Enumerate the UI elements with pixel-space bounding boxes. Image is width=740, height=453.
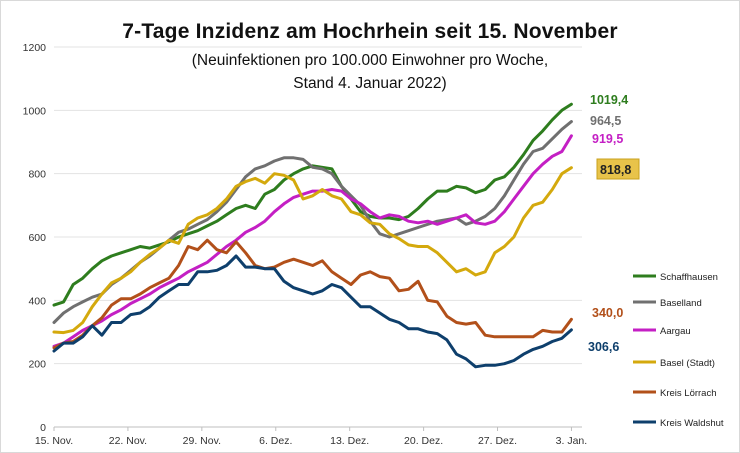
legend-entry: Kreis Waldshut [660, 418, 724, 429]
end-value-label: 818,8 [600, 163, 631, 177]
y-tick-label: 400 [28, 295, 46, 307]
y-tick-label: 800 [28, 169, 46, 181]
chart-subtitle-line-1: (Neuinfektionen pro 100.000 Einwohner pr… [191, 52, 549, 69]
series-line-kreis-l-rrach [52, 238, 573, 350]
x-tick-label: 15. Nov. [35, 435, 73, 447]
end-value-box [596, 158, 640, 180]
legend-entry: Basel (Stadt) [660, 358, 715, 369]
series-line-aargau [52, 134, 573, 348]
x-tick-label: 3. Jan. [556, 435, 588, 447]
x-tick-label: 13. Dez. [330, 435, 369, 447]
x-tick-label: 29. Nov. [183, 435, 221, 447]
y-tick-label: 1200 [23, 42, 47, 54]
y-tick-label: 1000 [23, 105, 47, 117]
end-value-label: 340,0 [592, 306, 623, 320]
legend-entry: Schaffhausen [660, 272, 718, 283]
end-value-label: 964,5 [590, 114, 621, 128]
y-tick-label: 600 [28, 232, 46, 244]
y-tick-label: 200 [28, 359, 46, 371]
legend-entry: Aargau [660, 326, 691, 337]
end-value-label: 919,5 [592, 132, 623, 146]
legend-entry: Kreis Lörrach [660, 388, 717, 399]
x-tick-label: 22. Nov. [109, 435, 147, 447]
chart-subtitle-line-2: Stand 4. Januar 2022) [293, 75, 447, 92]
series-line-basel-stadt- [52, 166, 573, 335]
chart-title: 7-Tage Inzidenz am Hochrhein seit 15. No… [122, 20, 618, 43]
legend-entry: Baselland [660, 298, 702, 309]
x-tick-label: 6. Dez. [259, 435, 292, 447]
x-tick-label: 20. Dez. [404, 435, 443, 447]
y-tick-label: 0 [40, 422, 46, 434]
end-value-label: 306,6 [588, 340, 619, 354]
x-tick-label: 27. Dez. [478, 435, 517, 447]
end-value-label: 1019,4 [590, 93, 628, 107]
series-line-kreis-waldshut [52, 254, 573, 369]
series-line-schaffhausen [52, 102, 573, 307]
